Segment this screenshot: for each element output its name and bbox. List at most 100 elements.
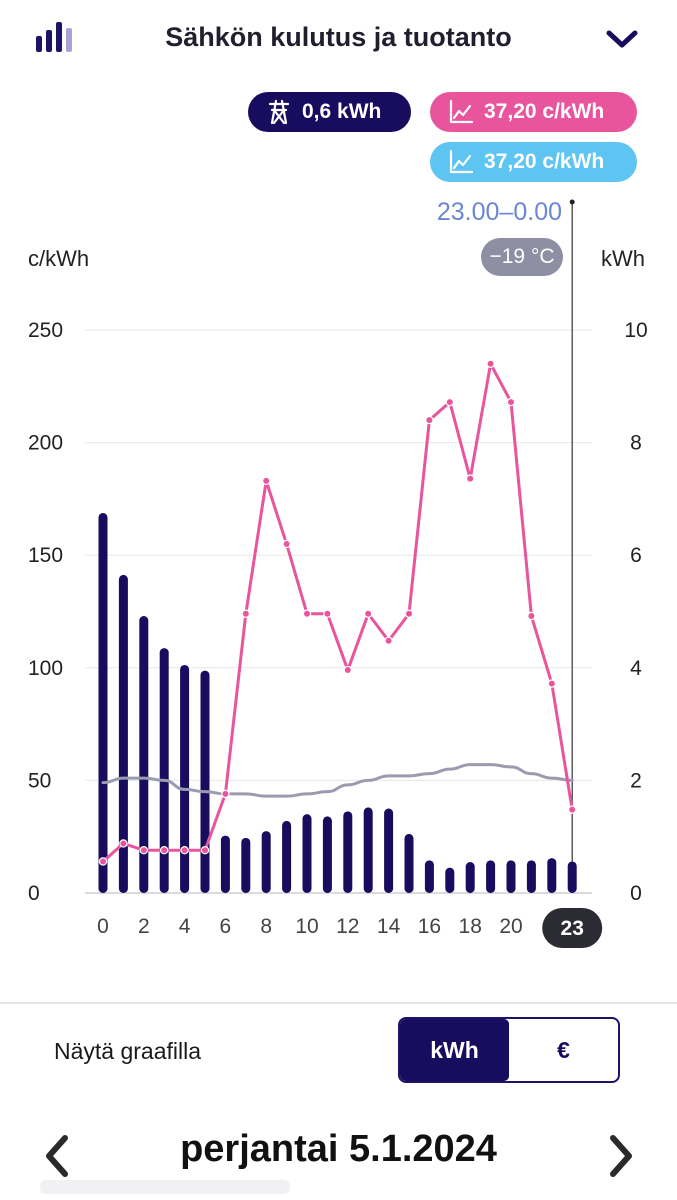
consumption-bar — [404, 833, 414, 893]
left-tick-label: 100 — [28, 657, 63, 680]
price-point — [159, 846, 169, 855]
chevron-left-icon[interactable] — [44, 1134, 70, 1178]
unit-toggle[interactable]: kWh € — [398, 1017, 620, 1083]
temperature-line — [101, 763, 574, 798]
price-point — [241, 609, 250, 618]
price-point — [568, 805, 577, 814]
consumption-bar — [200, 670, 210, 893]
consumption-bar — [98, 512, 108, 893]
x-tick-label: 2 — [138, 915, 150, 938]
right-axis-unit: kWh — [601, 246, 645, 271]
page-title: Sähkön kulutus ja tuotanto — [165, 22, 512, 52]
right-tick-label: 8 — [630, 432, 642, 455]
price-point — [425, 415, 434, 425]
right-tick-label: 10 — [624, 319, 647, 342]
price-point — [364, 609, 373, 618]
selected-hour-badge — [542, 908, 603, 948]
toggle-kwh[interactable]: kWh — [400, 1019, 509, 1081]
consumption-bar — [322, 816, 332, 893]
left-tick-label: 250 — [28, 319, 63, 342]
price-point — [221, 789, 230, 799]
consumption-bar — [220, 835, 230, 893]
price-point — [302, 609, 312, 618]
x-tick-label: 14 — [377, 915, 401, 938]
price-point — [486, 359, 495, 368]
price-point — [98, 857, 108, 866]
price-point — [119, 839, 128, 848]
consumption-bar — [445, 867, 455, 893]
price-point — [527, 611, 536, 621]
consumption-bar — [343, 811, 353, 893]
consumption-bar — [506, 860, 516, 893]
consumption-bar — [261, 831, 271, 893]
toggle-euro[interactable]: € — [557, 1036, 570, 1063]
price-point — [547, 679, 557, 688]
price-point — [466, 474, 475, 483]
consumption-bar — [180, 664, 190, 893]
chevron-right-icon[interactable] — [608, 1134, 634, 1178]
price-point — [200, 846, 210, 855]
price-point — [323, 609, 332, 618]
price-point — [506, 397, 516, 407]
price-value: 37,20 c/kWh — [484, 100, 605, 123]
show-on-chart-label: Näytä graafilla — [54, 1038, 202, 1064]
selection-line-top-dot — [569, 199, 575, 205]
consumption-bar — [302, 814, 312, 893]
x-tick-label: 6 — [220, 915, 232, 938]
price-point — [343, 665, 352, 675]
left-axis-unit: c/kWh — [28, 246, 90, 271]
right-tick-label: 4 — [630, 657, 642, 680]
selected-hour-label: 23 — [561, 917, 584, 940]
consumption-bar — [547, 858, 557, 893]
consumption-bar — [363, 807, 373, 893]
left-tick-label: 150 — [28, 544, 63, 567]
price-point — [139, 846, 148, 855]
consumption-bar — [384, 808, 394, 893]
left-tick-label: 200 — [28, 432, 63, 455]
consumption-bar — [465, 862, 475, 893]
right-tick-label: 0 — [630, 882, 642, 905]
price-point — [384, 636, 393, 645]
consumption-bar — [159, 648, 169, 893]
price-legend-pill[interactable]: 37,20 c/kWh — [430, 92, 637, 132]
spot-price-value: 37,20 c/kWh — [484, 150, 605, 173]
consumption-value: 0,6 kWh — [302, 100, 382, 123]
price-point — [282, 539, 291, 549]
x-tick-label: 0 — [97, 915, 109, 938]
consumption-bar — [486, 860, 496, 893]
date-shadow — [40, 1180, 290, 1194]
right-tick-label: 2 — [630, 769, 642, 792]
x-tick-label: 16 — [418, 915, 441, 938]
x-tick-label: 18 — [459, 915, 482, 938]
right-tick-label: 6 — [630, 544, 642, 567]
line-chart-icon — [449, 99, 474, 124]
x-tick-label: 8 — [260, 915, 272, 938]
selected-time-range: 23.00–0.00 — [436, 198, 562, 226]
date-label: perjantai 5.1.2024 — [180, 1128, 497, 1170]
price-point — [404, 609, 414, 618]
bar-chart-icon — [36, 22, 72, 52]
left-tick-label: 0 — [28, 882, 40, 905]
temperature-badge: −19 °C — [481, 238, 563, 276]
consumption-bar — [424, 860, 434, 893]
x-tick-label: 10 — [295, 915, 318, 938]
consumption-bar — [241, 837, 251, 893]
price-point — [180, 846, 189, 855]
transmission-tower-icon — [268, 99, 290, 125]
x-tick-label: 20 — [499, 915, 522, 938]
price-point — [262, 476, 271, 486]
price-point — [445, 397, 454, 407]
chevron-down-icon[interactable] — [604, 26, 640, 52]
divider — [0, 1002, 677, 1004]
spot-price-legend-pill[interactable]: 37,20 c/kWh — [430, 142, 637, 182]
left-tick-label: 50 — [28, 769, 51, 792]
consumption-bar — [526, 860, 536, 893]
consumption-bar — [118, 574, 128, 893]
consumption-bar — [139, 616, 149, 893]
x-tick-label: 4 — [179, 915, 191, 938]
consumption-legend-pill[interactable]: 0,6 kWh — [248, 92, 411, 132]
x-tick-label: 12 — [336, 915, 359, 938]
consumption-bar — [567, 861, 577, 893]
